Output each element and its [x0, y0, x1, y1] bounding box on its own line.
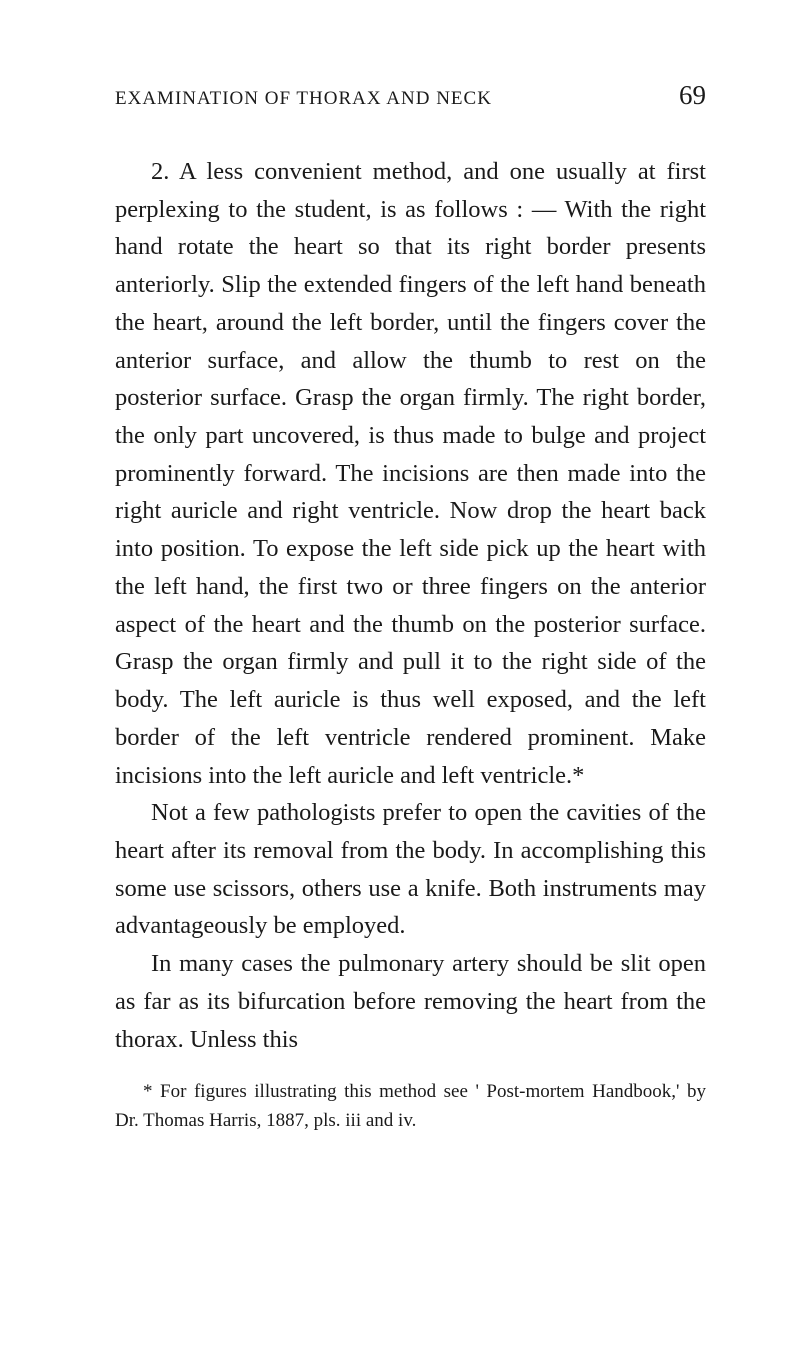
page-number: 69 — [679, 80, 706, 111]
running-title: EXAMINATION OF THORAX AND NECK — [115, 88, 492, 110]
page-header: EXAMINATION OF THORAX AND NECK 69 — [115, 80, 706, 111]
paragraph-2: Not a few pathologists prefer to open th… — [115, 794, 706, 945]
body-text: 2. A less convenient method, and one usu… — [115, 153, 706, 1058]
paragraph-3: In many cases the pulmonary artery shoul… — [115, 945, 706, 1058]
paragraph-1: 2. A less convenient method, and one usu… — [115, 153, 706, 794]
footnote: * For figures illustrating this method s… — [115, 1078, 706, 1135]
